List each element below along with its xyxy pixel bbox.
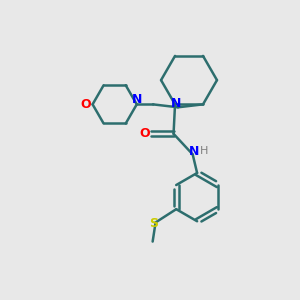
Text: O: O — [140, 127, 150, 140]
Text: N: N — [189, 145, 200, 158]
Text: H: H — [200, 146, 208, 157]
Text: O: O — [81, 98, 92, 111]
Text: N: N — [132, 93, 142, 106]
Text: S: S — [150, 217, 159, 230]
Text: N: N — [170, 97, 181, 110]
